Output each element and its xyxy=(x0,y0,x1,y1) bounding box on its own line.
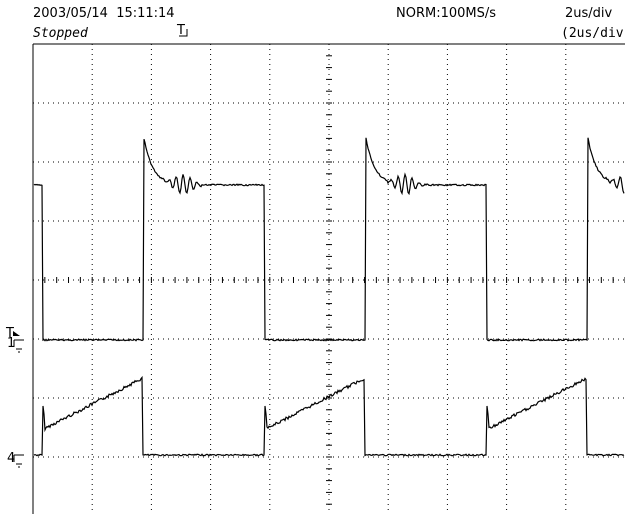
ch4-label: 4 xyxy=(7,451,15,466)
trigger-level-label: T xyxy=(5,326,14,341)
status: Stopped xyxy=(33,26,88,41)
ch1-trace xyxy=(33,137,625,342)
trigger-label: T xyxy=(176,23,185,38)
datetime: 2003/05/14 15:11:14 xyxy=(33,6,175,21)
trigger-level-arrow xyxy=(13,331,20,336)
ch1-ground xyxy=(13,339,24,353)
ch1-label: 1 xyxy=(7,336,15,351)
ch4-ground xyxy=(13,454,24,468)
left-markers: T 1 4 xyxy=(5,326,24,468)
trigger-arrow xyxy=(179,29,188,37)
timebase-zoom: (2us/div) xyxy=(561,26,625,41)
ch4-trace xyxy=(33,375,625,457)
graticule xyxy=(32,43,625,514)
timebase: 2us/div xyxy=(565,6,613,21)
acquisition-mode: NORM:100MS/s xyxy=(396,6,496,21)
waveforms xyxy=(33,137,625,457)
trigger-position: T xyxy=(176,23,188,38)
